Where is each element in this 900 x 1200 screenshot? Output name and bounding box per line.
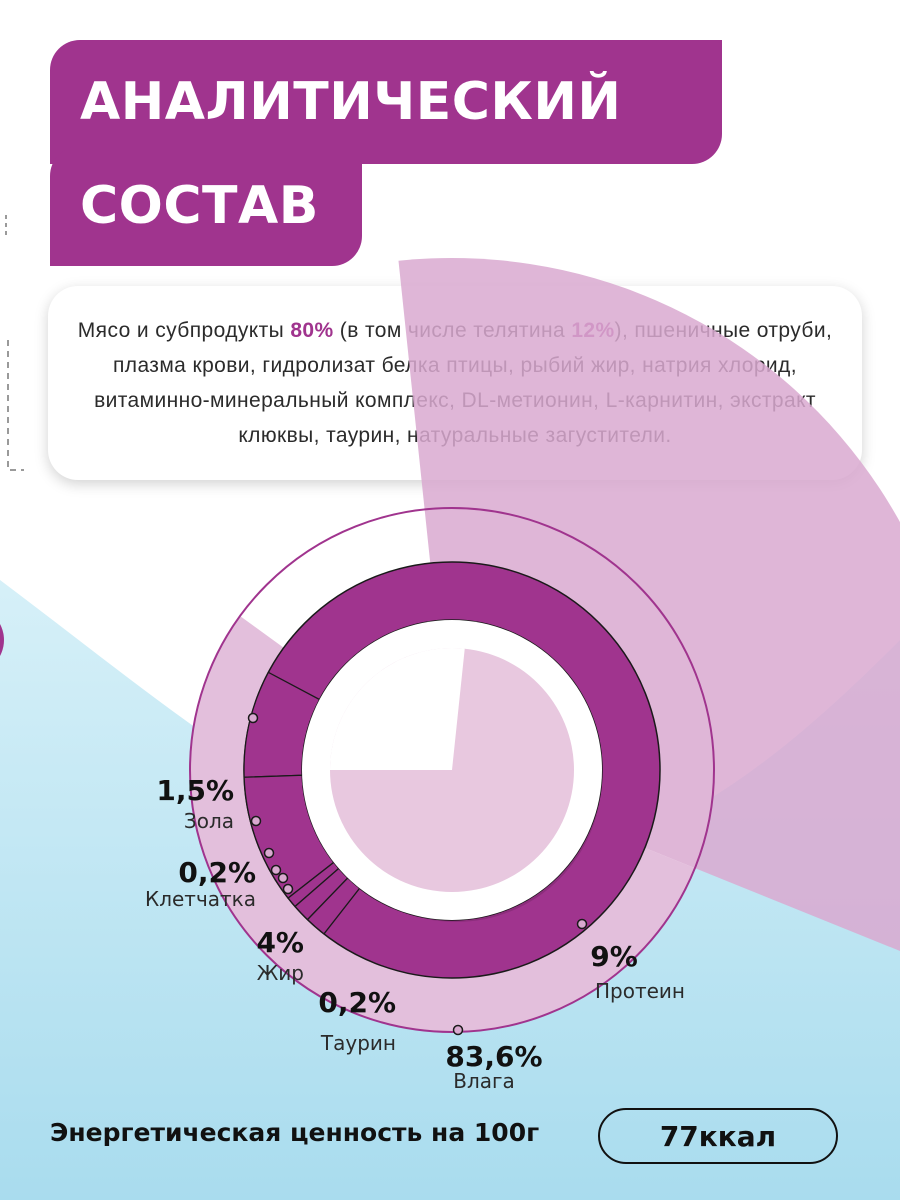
outer-circle-stroke xyxy=(189,507,715,1033)
slice-name-label: Влага xyxy=(453,1069,515,1093)
inner-core-cut xyxy=(330,648,465,770)
slice-percent-label: 83,6% xyxy=(445,1040,542,1073)
slice-name-label: Зола xyxy=(184,809,234,833)
title-line2: СОСТАВ xyxy=(80,176,319,236)
highlight-percent: 80% xyxy=(290,319,334,342)
slice-name-label: Клетчатка xyxy=(145,887,256,911)
energy-label: Энергетическая ценность на 100г xyxy=(50,1118,540,1147)
title-line1: АНАЛИТИЧЕСКИЙ xyxy=(80,72,622,132)
slice-percent-label: 1,5% xyxy=(156,774,234,807)
slice-marker-dot xyxy=(270,864,282,876)
ring-marker-dot xyxy=(277,872,289,884)
slice-marker-dot xyxy=(263,847,275,859)
slice-fat-band xyxy=(243,671,321,778)
ring-marker-dot xyxy=(247,712,259,724)
edge-accent xyxy=(0,624,4,656)
slice-name-label: Протеин xyxy=(595,979,685,1003)
slice-percent-label: 0,2% xyxy=(318,986,396,1019)
title-banner-line2: СОСТАВ xyxy=(50,146,362,266)
title-banner-line1: АНАЛИТИЧЕСКИЙ xyxy=(50,40,722,164)
slice-marker-dot xyxy=(576,918,588,930)
energy-value: 77ккал xyxy=(659,1119,777,1153)
energy-value-badge: 77ккал xyxy=(598,1108,838,1164)
slice-percent-label: 4% xyxy=(256,926,304,959)
slice-percent-label: 9% xyxy=(590,940,638,973)
slice-marker-dot xyxy=(282,883,294,895)
slice-percent-label: 0,2% xyxy=(178,856,256,889)
slice-name-label: Таурин xyxy=(320,1031,396,1055)
slice-name-label: Жир xyxy=(257,961,304,985)
slice-marker-dot xyxy=(452,1024,464,1036)
slice-marker-dot xyxy=(250,815,262,827)
composition-fragment: Мясо и субпродукты xyxy=(77,319,291,342)
